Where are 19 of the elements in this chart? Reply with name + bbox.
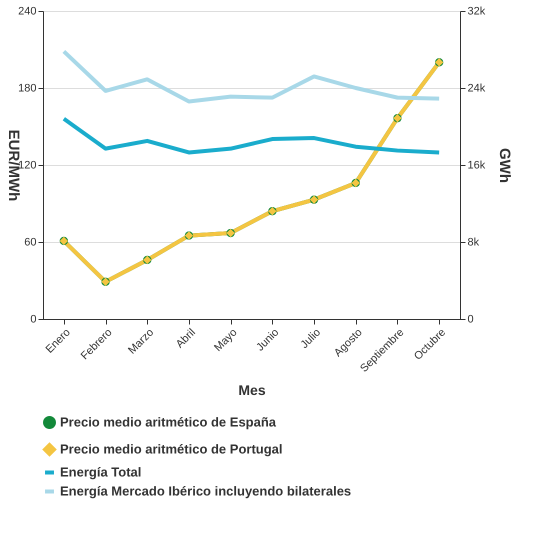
y2-tick-label: 0 <box>468 314 474 326</box>
y2-tick-label: 16k <box>468 160 486 172</box>
legend-label: Energía Mercado Ibérico incluyendo bilaterales <box>60 484 352 498</box>
y-tick-label: 60 <box>24 236 36 248</box>
y2-tick-label: 24k <box>468 82 486 94</box>
legend-label: Energía Total <box>60 464 142 480</box>
legend-label: Precio medio aritmético de Portugal <box>60 442 282 456</box>
y-tick-label: 0 <box>30 314 36 326</box>
line-series <box>62 116 442 154</box>
line-series <box>62 49 442 104</box>
y-tick-label: 120 <box>18 160 36 172</box>
y-tick-label: 240 <box>18 6 36 18</box>
y2-tick-label: 32k <box>468 6 486 18</box>
x-tick-label: Julio <box>298 326 324 351</box>
x-axis-title: Mes <box>238 382 266 398</box>
legend-label: Precio medio aritmético de España <box>60 414 277 430</box>
y2-axis-title: GWh <box>496 148 514 183</box>
y-tick-label: 180 <box>18 82 36 94</box>
y2-tick-label: 8k <box>468 236 480 248</box>
